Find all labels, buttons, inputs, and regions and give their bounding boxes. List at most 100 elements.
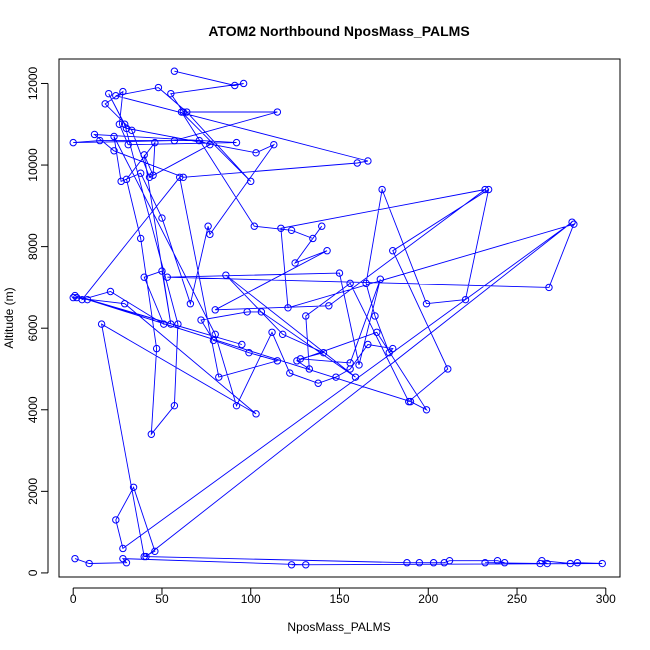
data-point (167, 89, 175, 98)
data-point (152, 344, 161, 353)
data-point (273, 108, 282, 116)
data-point (110, 132, 118, 141)
data-point (351, 373, 360, 381)
data-point (445, 556, 454, 565)
data-point (222, 271, 230, 279)
data-point (149, 171, 157, 179)
data-point (97, 320, 106, 328)
data-point (232, 401, 241, 410)
data-point (371, 312, 379, 320)
data-point (278, 330, 287, 339)
data-point (119, 544, 127, 553)
data-point (252, 149, 260, 157)
data-point (211, 330, 219, 339)
data-point (252, 410, 260, 418)
data-point (287, 226, 296, 235)
data-point (211, 306, 219, 314)
x-tick-label: 100 (241, 592, 261, 606)
data-point (493, 556, 502, 565)
data-point (177, 108, 186, 116)
data-point (151, 547, 159, 556)
data-point (250, 222, 258, 230)
y-tick-label: 0 (26, 569, 40, 576)
data-point (422, 406, 431, 414)
data-point (105, 89, 113, 98)
data-point (124, 140, 132, 149)
data-point (136, 169, 145, 177)
chart-title: ATOM2 Northbound NposMass_PALMS (208, 23, 469, 39)
x-tick-label: 200 (418, 592, 438, 606)
data-point (167, 320, 175, 328)
plot-area (69, 67, 606, 569)
data-point (293, 357, 301, 365)
data-point (461, 295, 470, 304)
data-point (140, 151, 148, 159)
data-point (415, 559, 424, 567)
x-axis: 0 50 100 150 200 250 300 (70, 587, 616, 606)
data-point (151, 138, 159, 147)
data-point (140, 273, 148, 281)
data-point (117, 177, 125, 186)
data-point (429, 559, 438, 567)
y-tick-label: 10000 (26, 148, 40, 182)
data-point (96, 136, 104, 145)
data-point (170, 401, 179, 410)
data-point (206, 140, 214, 149)
data-point (406, 397, 415, 406)
data-point (158, 267, 166, 275)
data-point (83, 295, 92, 304)
data-point (239, 79, 248, 88)
data-point (69, 138, 77, 147)
data-point (291, 259, 299, 267)
data-point (268, 328, 276, 336)
data-point (566, 559, 574, 568)
data-point (335, 269, 344, 277)
data-point (500, 559, 509, 567)
data-point (355, 361, 363, 369)
data-point (323, 247, 331, 255)
data-point (110, 147, 118, 155)
y-axis-label: Altitude (m) (2, 287, 16, 348)
data-point (106, 287, 115, 296)
data-point (538, 556, 546, 565)
data-point (389, 247, 397, 255)
data-point (115, 120, 124, 128)
data-point (122, 124, 131, 133)
data-point (302, 561, 310, 569)
data-point (215, 373, 223, 381)
data-point (122, 559, 131, 567)
data-point (238, 340, 246, 349)
data-point (119, 87, 127, 96)
data-point (481, 559, 489, 567)
data-point (319, 348, 328, 357)
data-point (302, 312, 310, 320)
data-point (378, 185, 386, 194)
y-tick-label: 4000 (26, 396, 40, 423)
data-point (325, 302, 333, 310)
data-point (273, 357, 282, 365)
data-point (318, 222, 326, 230)
data-point (142, 552, 150, 561)
data-point (136, 234, 145, 243)
data-point (176, 173, 184, 181)
data-point (270, 140, 278, 149)
data-point (277, 224, 285, 232)
data-point (286, 369, 294, 377)
data-point (195, 136, 203, 145)
data-point (231, 81, 239, 90)
data-point (243, 308, 251, 316)
data-point (376, 275, 385, 283)
data-point (545, 283, 553, 292)
data-point (364, 340, 372, 349)
data-point (598, 559, 606, 568)
data-point (112, 92, 120, 100)
data-point (170, 67, 179, 75)
data-point (71, 554, 79, 563)
data-point (160, 320, 168, 328)
x-tick-label: 150 (329, 592, 349, 606)
y-axis: 0 2000 4000 6000 8000 10000 12000 (26, 66, 49, 576)
data-point (163, 273, 171, 281)
data-point (403, 559, 411, 567)
x-tick-label: 250 (507, 592, 527, 606)
